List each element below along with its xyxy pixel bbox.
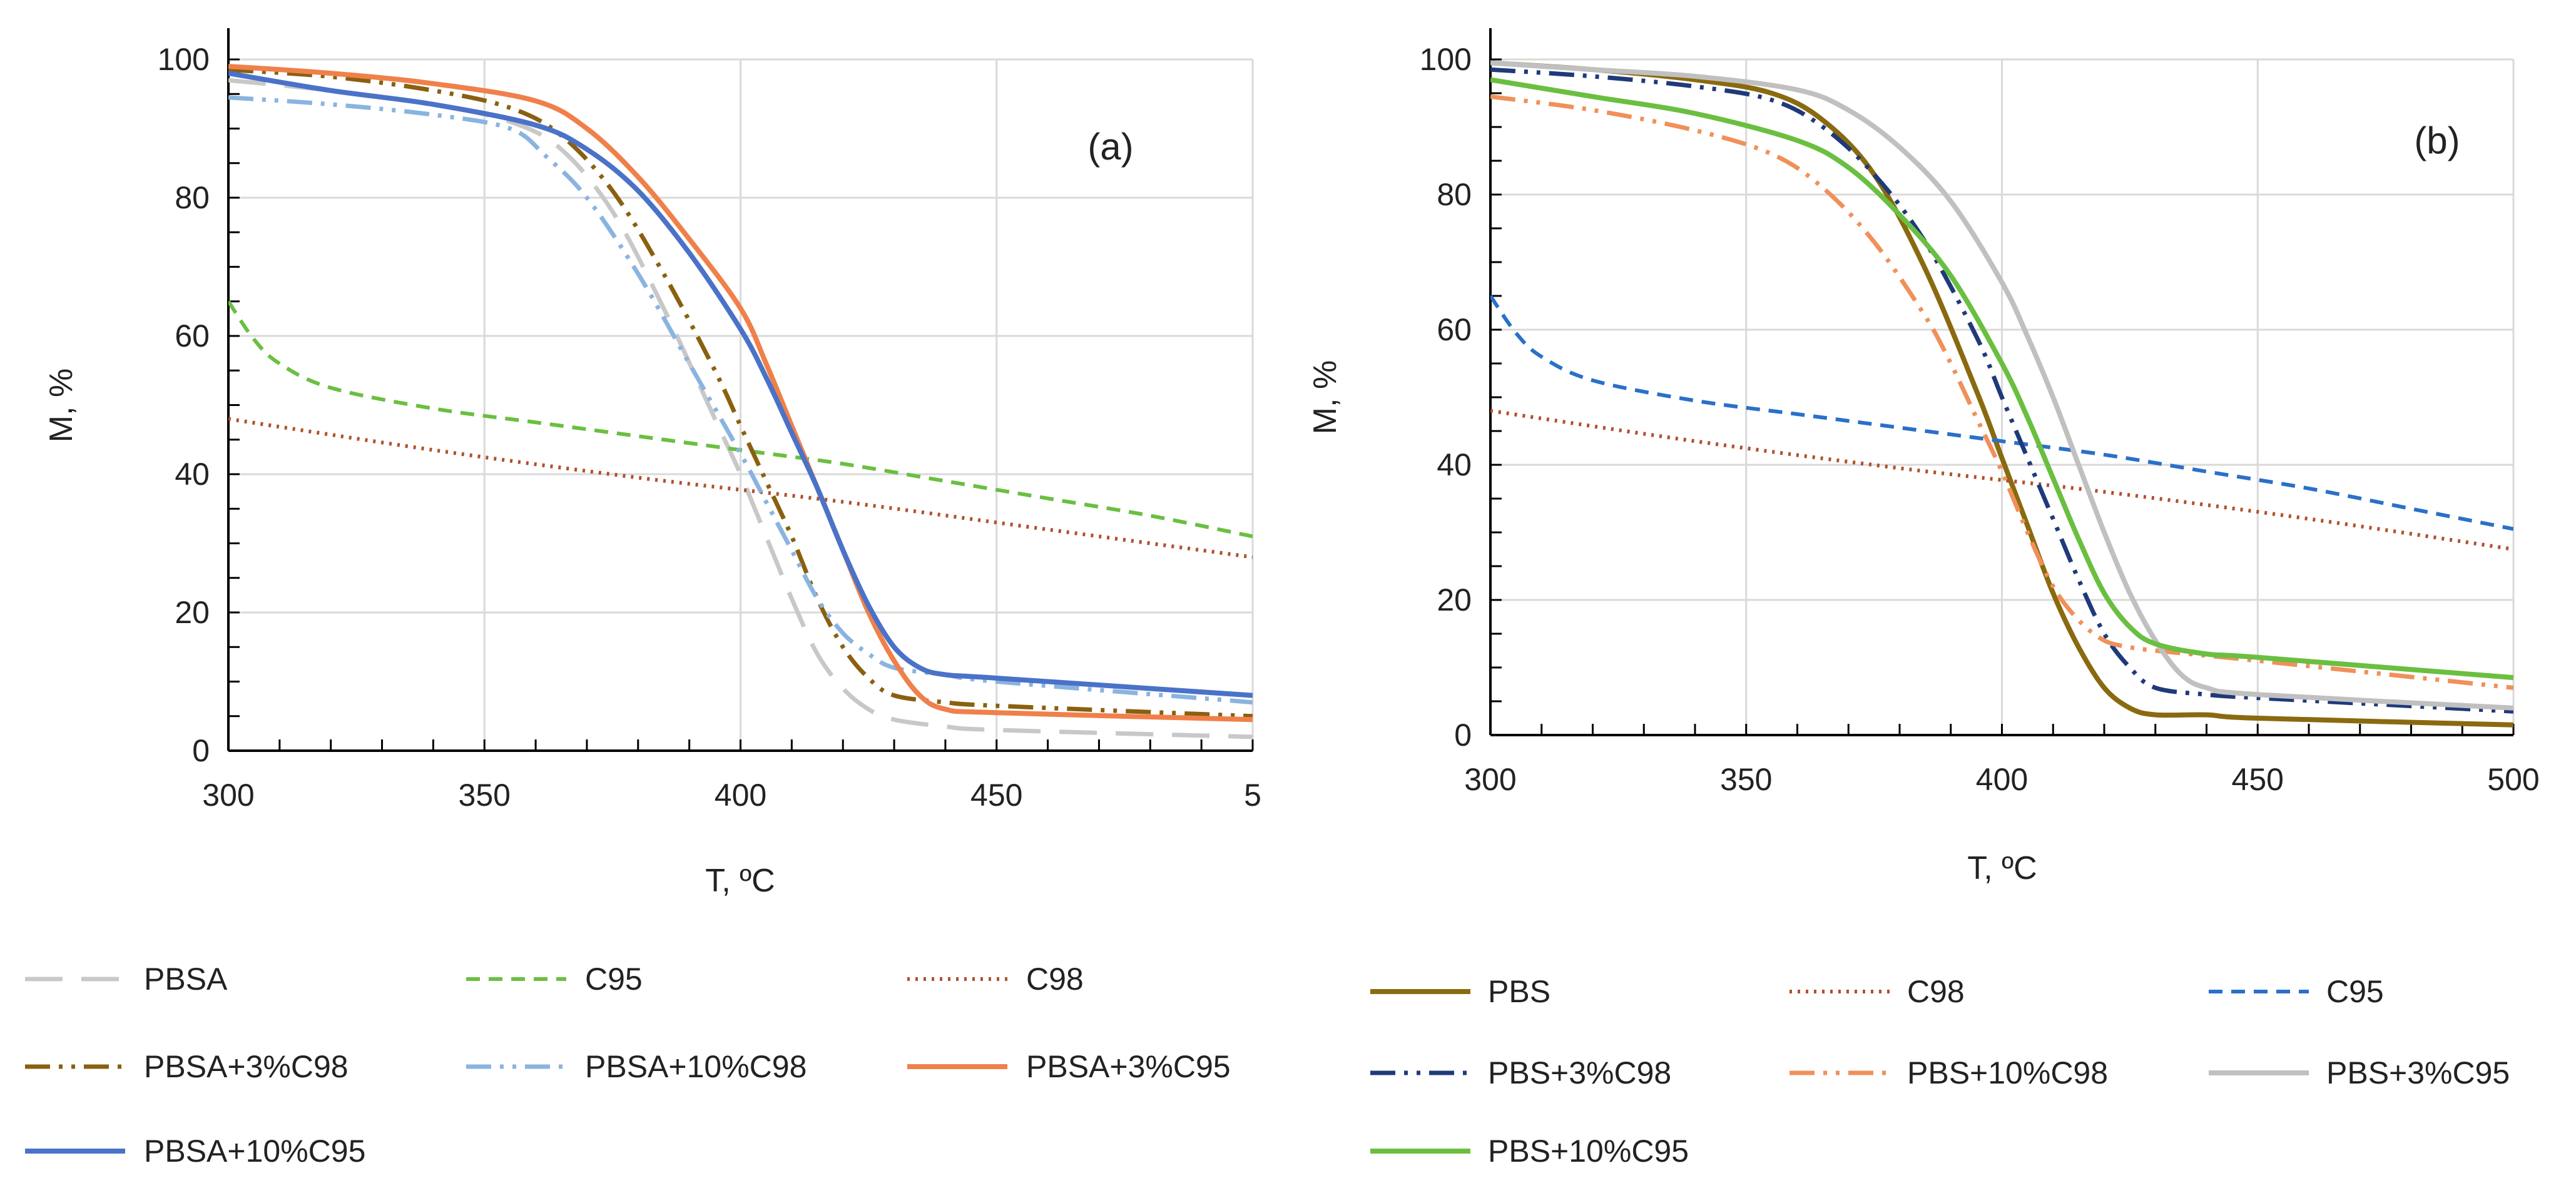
- x-tick-label: 400: [1976, 762, 2028, 797]
- panel-label: (a): [1087, 126, 1133, 168]
- x-tick-label: 400: [715, 778, 766, 813]
- series-line-pbs-10-c98: [1490, 94, 2513, 690]
- legend-label: PBSA+3%C95: [1026, 1049, 1231, 1084]
- x-tick-label: 450: [970, 778, 1022, 813]
- series-line-pbsa-3-c95: [228, 64, 1253, 723]
- series-line-pbs-3-c95: [1490, 60, 2513, 711]
- y-tick-label: 0: [192, 733, 210, 768]
- chart-panel-b: 300 350 400 450 500 0 20 40 60 80 100 T, ºC M, % (b) P…: [1307, 28, 2540, 1169]
- y-tick-label: 80: [175, 180, 210, 215]
- legend-label: PBS+10%C95: [1488, 1134, 1689, 1169]
- x-tick-label: 5: [1244, 778, 1261, 813]
- x-tick-label: 300: [202, 778, 254, 813]
- series-line-pbsa-10-c95: [228, 71, 1253, 698]
- y-tick-label: 100: [1420, 42, 1472, 77]
- y-tick-label: 60: [175, 318, 210, 353]
- series-line-pbsa-3-c98: [228, 68, 1253, 719]
- legend-label: PBSA+3%C98: [144, 1049, 349, 1084]
- y-axis-label: M, %: [43, 368, 79, 442]
- y-axis-label: M, %: [1307, 360, 1343, 434]
- chart-panel-a: 300 350 400 450 5 0 20 40 60 80 100 T, ºC M, % (a) PBS…: [25, 28, 1261, 1169]
- y-tick-label: 60: [1437, 312, 1472, 347]
- legend-label: PBS: [1488, 974, 1550, 1009]
- legend-label: PBS+3%C98: [1488, 1055, 1671, 1090]
- series-line-c98: [228, 417, 1253, 559]
- legend-label: C98: [1026, 962, 1084, 997]
- series-line-c95: [1490, 295, 2513, 531]
- legend-label: PBSA: [144, 962, 228, 997]
- series-line-c98: [1490, 409, 2513, 551]
- y-tick-label: 80: [1437, 177, 1472, 212]
- x-tick-label: 350: [1720, 762, 1772, 797]
- legend-label: C95: [2326, 974, 2384, 1009]
- y-tick-label: 40: [1437, 447, 1472, 482]
- series-line-pbs: [1490, 60, 2513, 728]
- legend-label: C95: [585, 962, 643, 997]
- series-line-pbs-3-c98: [1490, 67, 2513, 714]
- panel-label: (b): [2414, 119, 2460, 161]
- x-axis-label: T, ºC: [1967, 850, 2037, 886]
- legend-label: PBS+10%C98: [1907, 1055, 2108, 1090]
- legend-label: PBS+3%C95: [2326, 1055, 2510, 1090]
- x-tick-label: 300: [1464, 762, 1516, 797]
- legend-label: PBSA+10%C95: [144, 1134, 365, 1169]
- y-tick-label: 20: [175, 595, 210, 630]
- series-line-pbs-10-c95: [1490, 77, 2513, 681]
- y-tick-label: 40: [175, 457, 210, 492]
- y-tick-label: 100: [158, 42, 210, 77]
- x-tick-label: 350: [459, 778, 511, 813]
- x-tick-label: 500: [2487, 762, 2539, 797]
- y-tick-label: 20: [1437, 582, 1472, 617]
- legend-label: PBSA+10%C98: [585, 1049, 807, 1084]
- legend-label: C98: [1907, 974, 1965, 1009]
- x-axis-label: T, ºC: [705, 863, 775, 899]
- x-tick-label: 450: [2232, 762, 2284, 797]
- y-tick-label: 0: [1454, 718, 1472, 753]
